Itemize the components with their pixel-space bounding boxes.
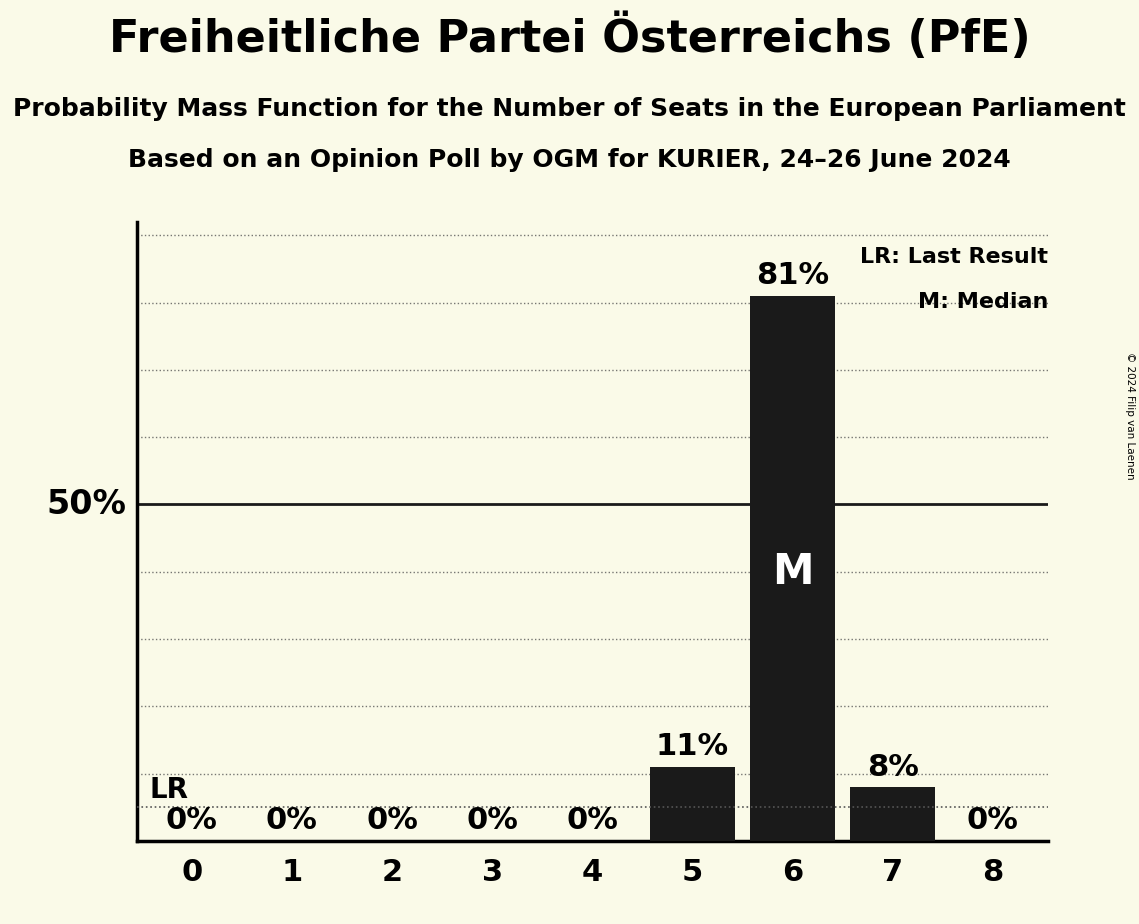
Bar [749,296,835,841]
Text: 0%: 0% [366,807,418,835]
Text: Based on an Opinion Poll by OGM for KURIER, 24–26 June 2024: Based on an Opinion Poll by OGM for KURI… [128,148,1011,172]
Text: 81%: 81% [756,261,829,290]
Text: LR: LR [149,776,189,804]
Text: 11%: 11% [656,733,729,761]
Bar [850,787,935,841]
Text: Freiheitliche Partei Österreichs (PfE): Freiheitliche Partei Österreichs (PfE) [108,14,1031,61]
Text: 8%: 8% [867,753,919,782]
Text: 0%: 0% [566,807,618,835]
Text: M: M [772,551,813,592]
Text: 0%: 0% [466,807,518,835]
Text: 50%: 50% [47,488,126,521]
Text: 0%: 0% [265,807,318,835]
Text: M: Median: M: Median [918,292,1048,312]
Text: 0%: 0% [967,807,1018,835]
Text: 0%: 0% [166,807,218,835]
Text: Probability Mass Function for the Number of Seats in the European Parliament: Probability Mass Function for the Number… [13,97,1126,121]
Text: © 2024 Filip van Laenen: © 2024 Filip van Laenen [1125,352,1134,480]
Text: LR: Last Result: LR: Last Result [860,247,1048,266]
Bar [650,767,735,841]
